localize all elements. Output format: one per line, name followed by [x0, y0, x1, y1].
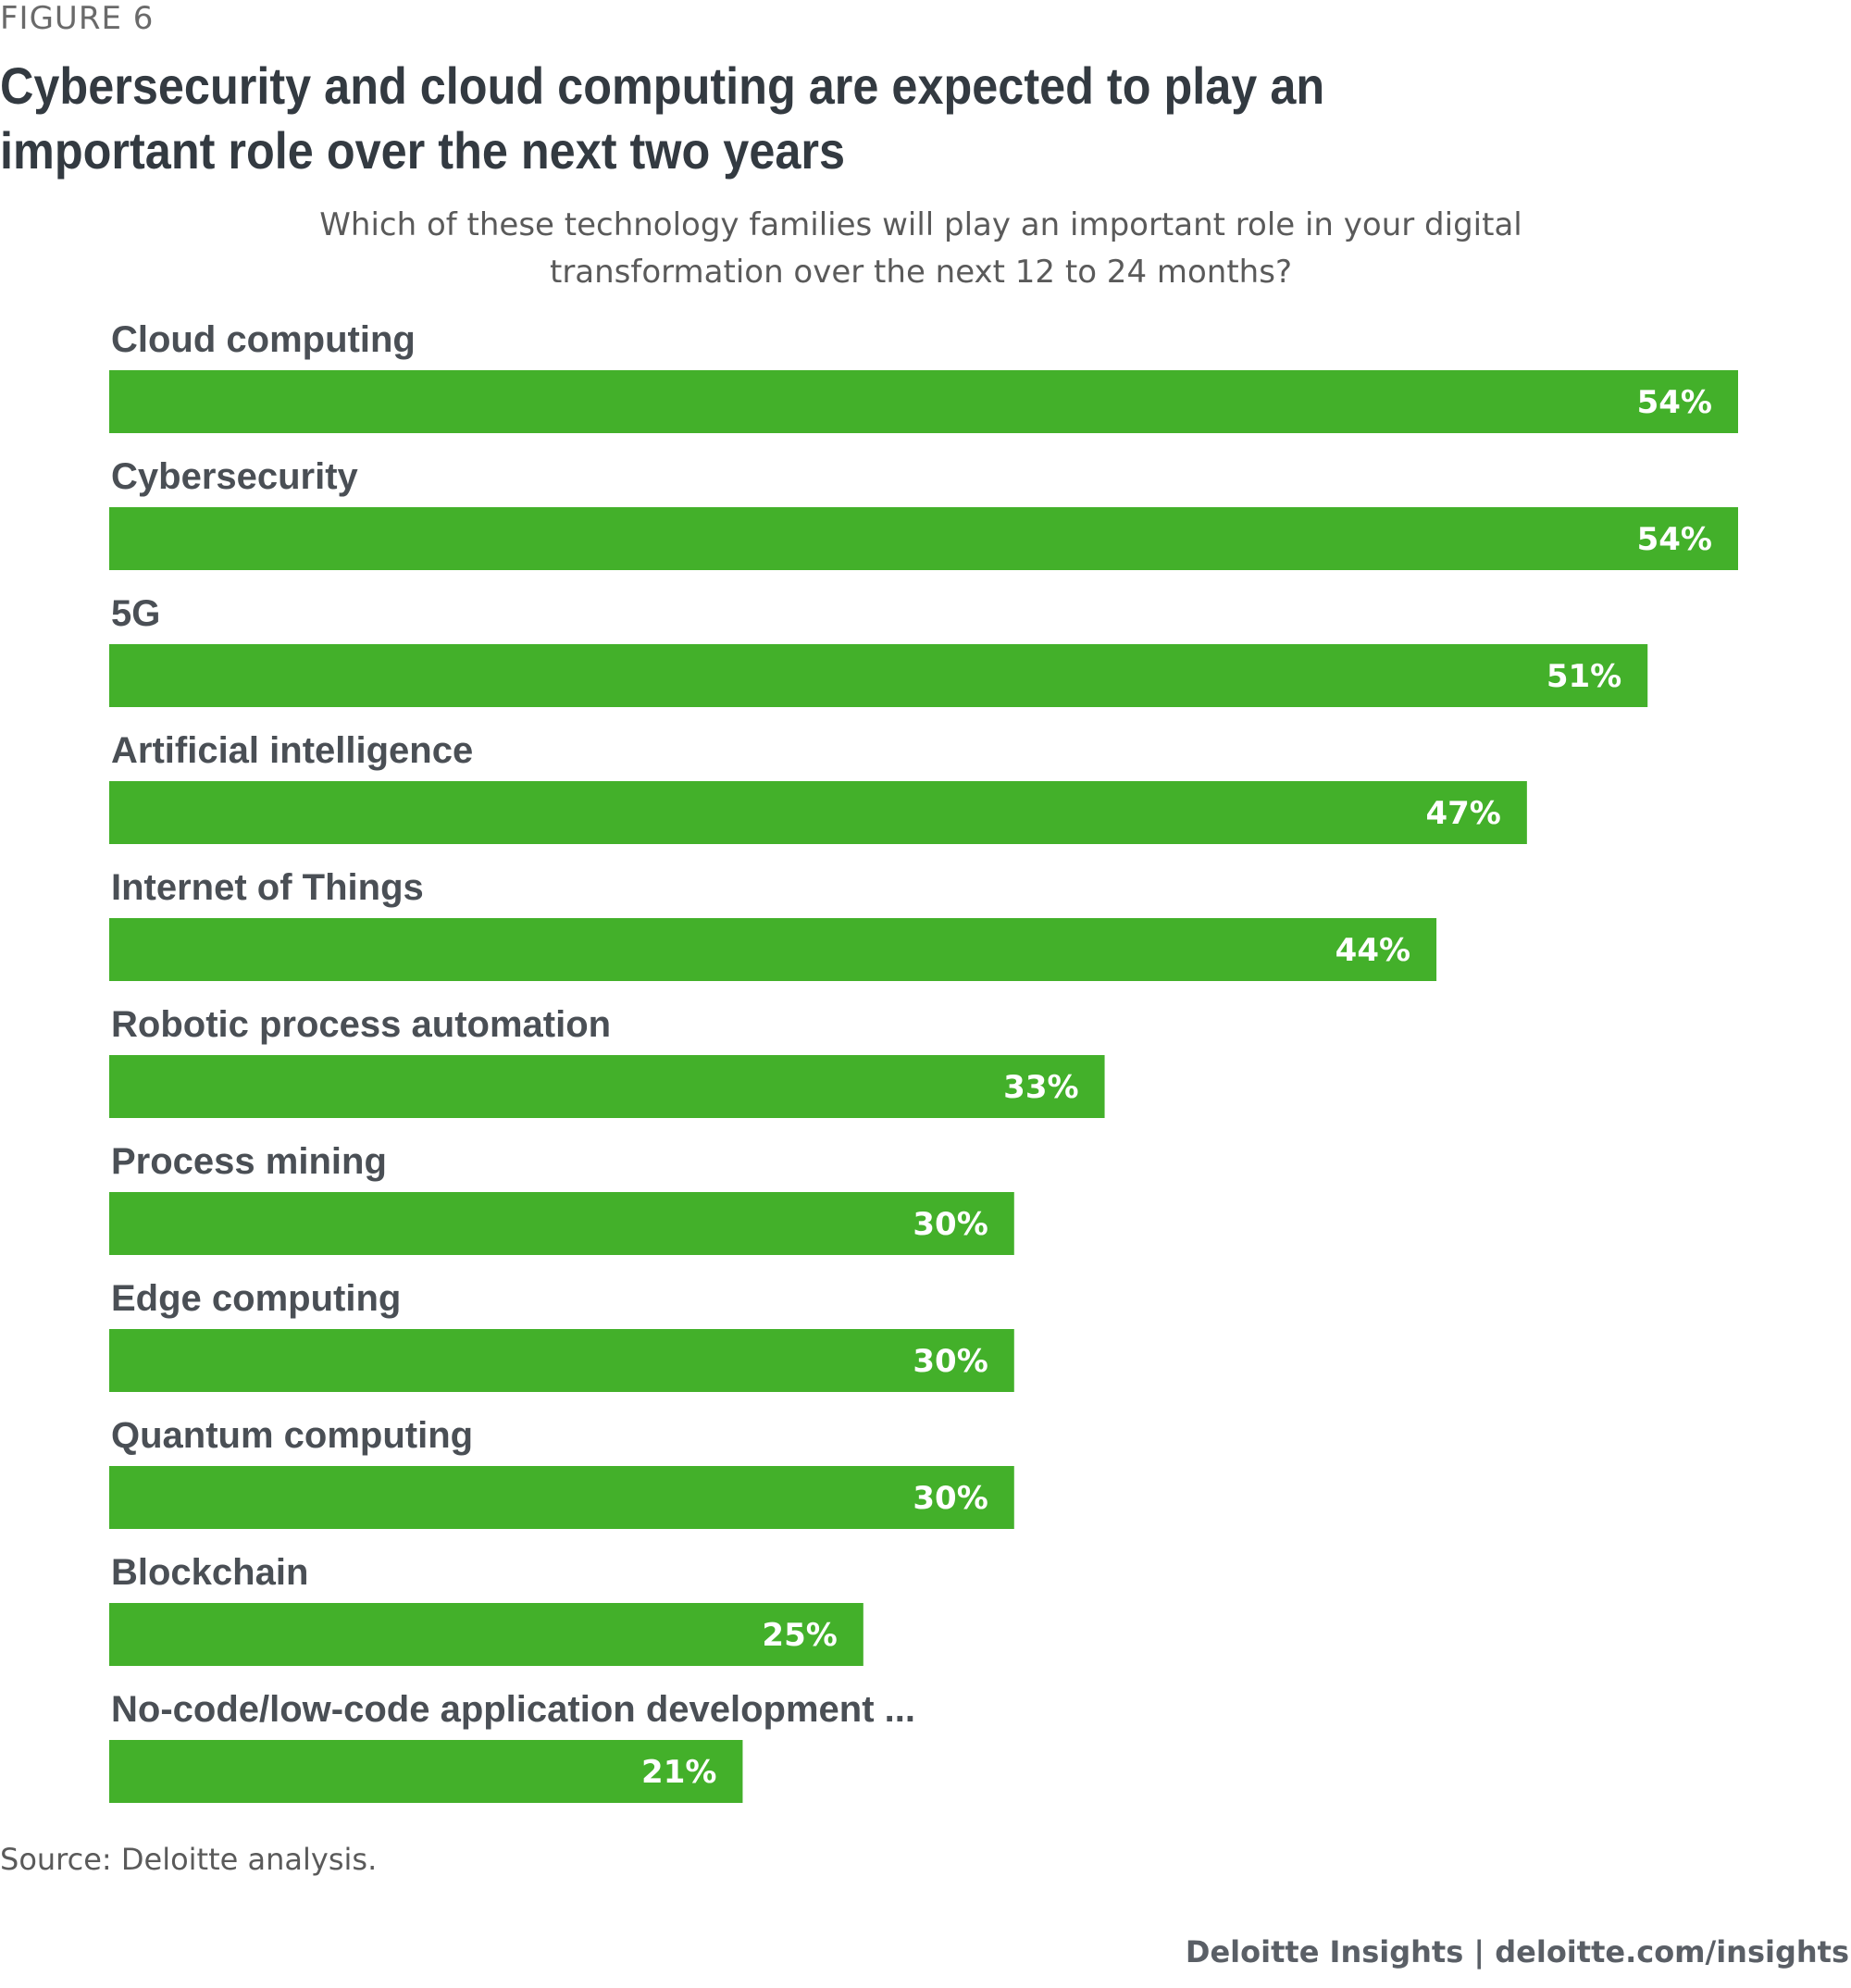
- value-label: 54%: [1637, 384, 1712, 421]
- bar: [109, 644, 1648, 707]
- chart-subtitle: Which of these technology families will …: [319, 206, 1522, 291]
- figure-label: FIGURE 6: [0, 0, 155, 37]
- bar: [109, 1466, 1014, 1529]
- category-label: Cybersecurity: [111, 456, 359, 497]
- bar: [109, 507, 1738, 570]
- value-label: 33%: [1003, 1069, 1078, 1106]
- value-label: 30%: [913, 1343, 988, 1380]
- category-label: Robotic process automation: [111, 1004, 611, 1045]
- bar: [109, 1055, 1105, 1118]
- chart-title: Cybersecurity and cloud computing are ex…: [0, 56, 1325, 180]
- value-label: 25%: [762, 1617, 837, 1654]
- bar: [109, 1329, 1014, 1392]
- value-label: 47%: [1425, 795, 1500, 832]
- category-label: Cloud computing: [111, 319, 416, 360]
- category-label: Internet of Things: [111, 867, 424, 908]
- bar: [109, 370, 1738, 433]
- bar: [109, 781, 1527, 844]
- value-label: 30%: [913, 1480, 988, 1517]
- category-label: Blockchain: [111, 1552, 308, 1593]
- bar: [109, 918, 1437, 981]
- value-label: 44%: [1335, 932, 1410, 969]
- value-label: 30%: [913, 1206, 988, 1243]
- value-label: 51%: [1547, 658, 1621, 695]
- bar: [109, 1192, 1014, 1255]
- bar-chart: Cloud computing 54% Cybersecurity 54% 5G 51% A…: [109, 319, 1738, 1803]
- bar: [109, 1740, 743, 1803]
- value-label: 54%: [1637, 521, 1712, 558]
- footer-credit: Deloitte Insights | deloitte.com/insight…: [1185, 1934, 1849, 1969]
- category-label: No-code/low-code application development…: [111, 1689, 915, 1730]
- category-label: Quantum computing: [111, 1415, 473, 1456]
- category-label: Process mining: [111, 1141, 387, 1182]
- source-note: Source: Deloitte analysis.: [0, 1842, 378, 1877]
- category-label: Artificial intelligence: [111, 730, 473, 771]
- bars-group: Cloud computing 54% Cybersecurity 54% 5G 51% A…: [109, 319, 1738, 1803]
- bar: [109, 1603, 863, 1666]
- category-label: 5G: [111, 593, 160, 634]
- value-label: 21%: [641, 1754, 716, 1791]
- category-label: Edge computing: [111, 1278, 401, 1319]
